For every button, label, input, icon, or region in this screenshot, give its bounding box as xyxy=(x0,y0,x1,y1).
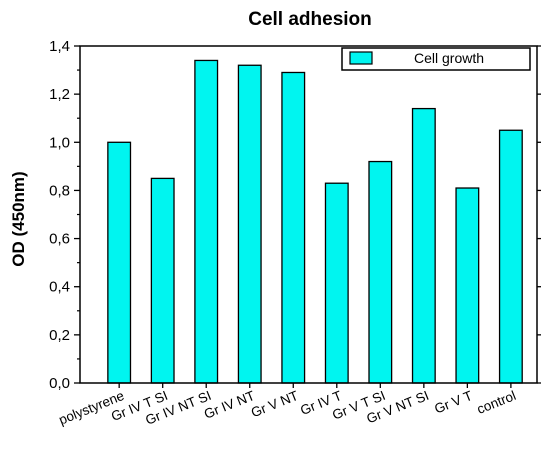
bar xyxy=(150,177,175,384)
y-tick-label: 0,0 xyxy=(49,375,70,392)
y-tick-label: 1,0 xyxy=(49,134,70,151)
y-tick-label: 1,2 xyxy=(49,86,70,103)
y-tick-label: 0,6 xyxy=(49,231,70,248)
y-axis-label: OD (450nm) xyxy=(9,171,28,266)
legend-swatch xyxy=(349,51,373,65)
x-tick-label: Gr V T xyxy=(432,388,474,417)
bar xyxy=(237,64,262,384)
y-tick-label: 0,2 xyxy=(49,327,70,344)
bar xyxy=(281,71,306,384)
legend: Cell growth xyxy=(341,47,531,71)
x-tick-label: Gr V NT xyxy=(249,388,301,420)
legend-label: Cell growth xyxy=(414,50,484,66)
y-tick-label: 0,4 xyxy=(49,279,70,296)
bar xyxy=(368,160,393,384)
x-tick-label: control xyxy=(475,388,518,417)
legend-box xyxy=(341,47,531,71)
bar xyxy=(498,129,523,384)
x-tick-label: Gr IV NT xyxy=(202,388,257,422)
y-tick-label: 1,4 xyxy=(49,38,70,55)
y-tick-label: 0,8 xyxy=(49,182,70,199)
bar xyxy=(455,187,480,384)
bar xyxy=(324,182,349,384)
bar xyxy=(194,59,219,384)
chart-title: Cell adhesion xyxy=(248,9,372,30)
bar xyxy=(107,141,132,384)
bar xyxy=(411,107,436,384)
